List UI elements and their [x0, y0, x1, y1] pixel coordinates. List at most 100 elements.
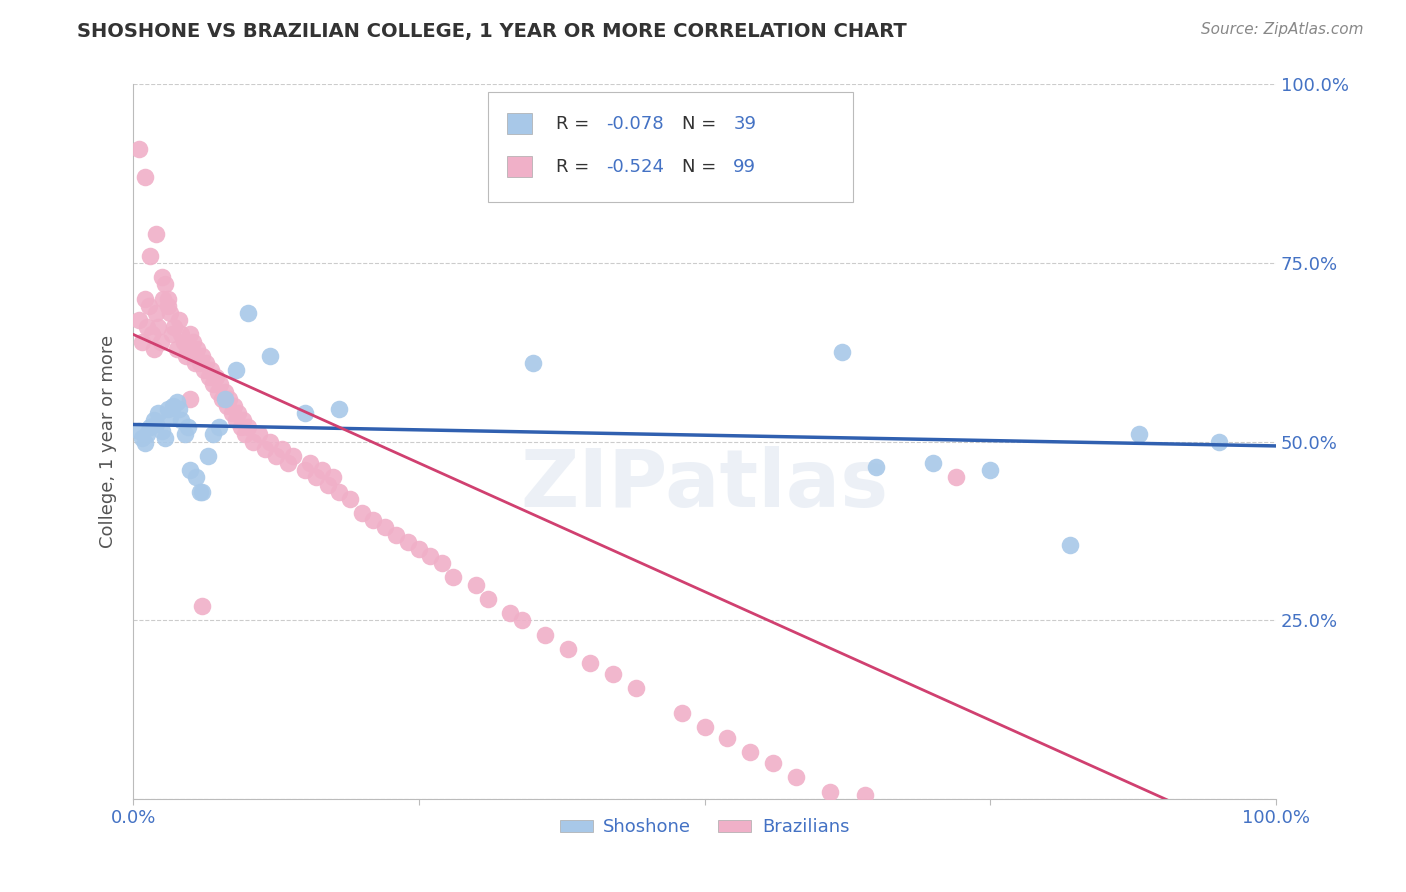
Point	[141, 327, 163, 342]
Point	[139, 249, 162, 263]
Text: N =: N =	[682, 115, 721, 133]
Point	[221, 406, 243, 420]
Point	[233, 427, 256, 442]
Point	[294, 463, 316, 477]
FancyBboxPatch shape	[488, 92, 853, 202]
Point	[142, 342, 165, 356]
Point	[167, 313, 190, 327]
Point	[166, 342, 188, 356]
Text: 39: 39	[733, 115, 756, 133]
Point	[396, 534, 419, 549]
Legend: Shoshone, Brazilians: Shoshone, Brazilians	[553, 811, 856, 844]
Point	[419, 549, 441, 563]
Point	[193, 363, 215, 377]
Point	[361, 513, 384, 527]
Point	[264, 449, 287, 463]
Point	[188, 484, 211, 499]
Point	[602, 666, 624, 681]
Point	[374, 520, 396, 534]
Point	[159, 409, 181, 424]
Point	[136, 320, 159, 334]
Point	[186, 342, 208, 356]
Point	[311, 463, 333, 477]
Point	[328, 402, 350, 417]
Point	[259, 434, 281, 449]
Point	[136, 427, 159, 442]
Point	[179, 463, 201, 477]
Point	[155, 431, 177, 445]
Point	[156, 402, 179, 417]
Point	[188, 356, 211, 370]
Point	[191, 349, 214, 363]
Point	[128, 313, 150, 327]
Point	[270, 442, 292, 456]
Point	[1059, 538, 1081, 552]
Point	[350, 506, 373, 520]
Point	[160, 327, 183, 342]
Point	[138, 299, 160, 313]
Point	[316, 477, 339, 491]
Text: R =: R =	[557, 158, 595, 176]
Point	[159, 306, 181, 320]
Point	[186, 470, 208, 484]
Point	[236, 306, 259, 320]
Point	[202, 377, 225, 392]
Point	[156, 299, 179, 313]
Point	[339, 491, 361, 506]
Point	[865, 459, 887, 474]
Point	[148, 320, 170, 334]
Point	[716, 731, 738, 745]
Point	[195, 356, 218, 370]
Point	[225, 413, 247, 427]
Point	[762, 756, 785, 771]
Point	[152, 292, 174, 306]
Text: -0.524: -0.524	[606, 158, 665, 176]
Point	[184, 356, 207, 370]
Point	[522, 356, 544, 370]
Point	[499, 606, 522, 620]
Point	[853, 789, 876, 803]
Point	[166, 395, 188, 409]
Point	[222, 399, 245, 413]
Point	[579, 656, 602, 670]
Point	[232, 413, 254, 427]
Point	[167, 402, 190, 417]
Point	[131, 334, 153, 349]
Point	[228, 406, 250, 420]
Text: ZIPatlas: ZIPatlas	[520, 445, 889, 524]
Point	[170, 413, 193, 427]
Point	[207, 384, 229, 399]
Point	[305, 470, 328, 484]
Point	[179, 392, 201, 406]
Point	[134, 292, 156, 306]
Point	[142, 413, 165, 427]
Point	[155, 277, 177, 292]
Text: -0.078: -0.078	[606, 115, 664, 133]
Point	[162, 399, 184, 413]
Point	[671, 706, 693, 720]
Point	[208, 420, 231, 434]
Point	[229, 420, 252, 434]
FancyBboxPatch shape	[508, 113, 531, 135]
Point	[322, 470, 344, 484]
Point	[177, 420, 200, 434]
Text: SHOSHONE VS BRAZILIAN COLLEGE, 1 YEAR OR MORE CORRELATION CHART: SHOSHONE VS BRAZILIAN COLLEGE, 1 YEAR OR…	[77, 22, 907, 41]
Point	[145, 417, 167, 431]
Point	[191, 599, 214, 613]
Point	[831, 345, 853, 359]
Point	[510, 613, 533, 627]
Point	[211, 392, 233, 406]
Point	[150, 270, 173, 285]
Point	[785, 771, 807, 785]
Point	[430, 556, 453, 570]
Point	[197, 449, 219, 463]
Text: N =: N =	[682, 158, 721, 176]
Point	[477, 591, 499, 606]
Point	[148, 406, 170, 420]
Point	[820, 785, 842, 799]
Point	[145, 227, 167, 242]
Point	[979, 463, 1001, 477]
Point	[128, 142, 150, 156]
Point	[156, 292, 179, 306]
Point	[693, 720, 716, 734]
